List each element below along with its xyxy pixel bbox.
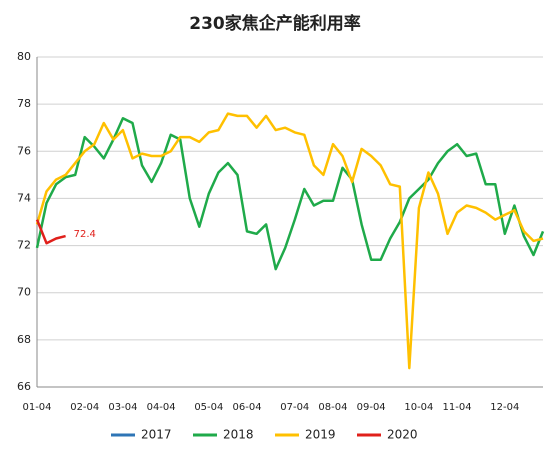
series-line [35,112,544,370]
legend-label: 2019 [305,428,336,442]
y-tick-label: 70 [17,286,31,299]
x-tick-label: 09-04 [357,402,386,413]
x-tick-label: 07-04 [280,402,309,413]
chart-title: 230家焦企产能利用率 [189,13,361,34]
x-tick-label: 05-04 [194,402,223,413]
x-tick-label: 02-04 [70,402,99,413]
data-label: 72.4 [74,229,96,240]
legend-label: 2020 [387,428,418,442]
legend-label: 2018 [223,428,254,442]
y-tick-label: 76 [17,144,31,157]
y-tick-label: 78 [17,97,31,110]
x-tick-label: 11-04 [443,402,472,413]
x-tick-label: 04-04 [147,402,176,413]
y-tick-label: 74 [17,191,31,204]
x-tick-label: 06-04 [233,402,262,413]
y-tick-label: 80 [17,50,31,63]
series-line [35,117,545,271]
x-tick-label: 10-04 [404,402,433,413]
y-tick-label: 66 [17,380,31,393]
series-line [35,219,66,245]
x-tick-label: 12-04 [490,402,519,413]
y-tick-label: 72 [17,239,31,252]
x-tick-label: 01-04 [22,402,51,413]
y-tick-label: 68 [17,333,31,346]
x-tick-label: 08-04 [318,402,347,413]
legend-label: 2017 [141,428,172,442]
x-tick-label: 03-04 [108,402,137,413]
